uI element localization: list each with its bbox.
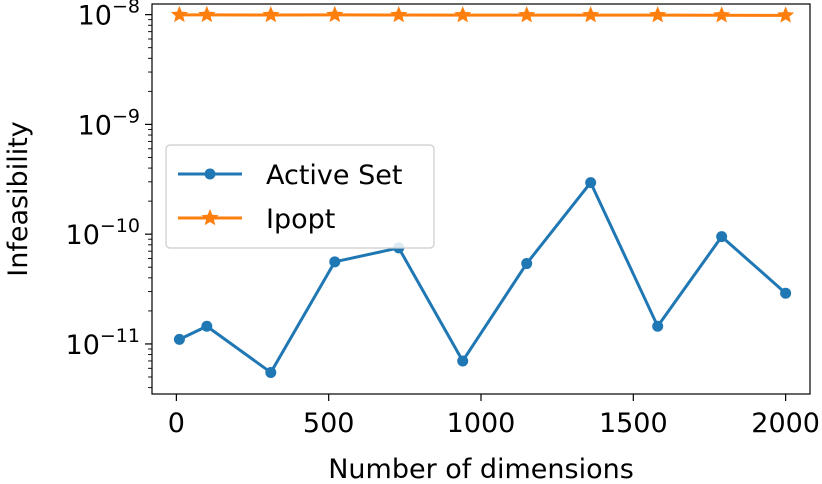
data-point-ipopt [390, 5, 408, 23]
data-point-ipopt [454, 6, 472, 23]
y-tick-label: 10−11 [66, 325, 140, 361]
ticks-layer: 0 500 1000 1500 2000 10−8 10−9 10−10 10−11 [66, 0, 820, 439]
plot-frame [151, 3, 811, 395]
y-tick-label: 10−10 [66, 215, 140, 251]
series-layer [170, 5, 795, 378]
data-point-active-set [173, 333, 185, 345]
data-point-active-set [201, 320, 213, 332]
data-point-active-set [457, 355, 469, 367]
data-point-ipopt [198, 5, 216, 23]
data-point-active-set [652, 320, 664, 332]
data-point-active-set [716, 231, 728, 243]
legend-label-ipopt: Ipopt [266, 204, 335, 235]
data-point-active-set [265, 366, 277, 378]
data-point-active-set [780, 287, 792, 299]
x-tick-label: 1500 [599, 408, 668, 439]
y-axis-label: Infeasibility [3, 121, 34, 277]
legend-box [165, 144, 435, 249]
x-tick-label: 500 [303, 408, 355, 439]
legend-label-active-set: Active Set [266, 160, 402, 191]
data-point-ipopt [326, 5, 344, 23]
legend: Active Set Ipopt [165, 144, 435, 249]
data-point-ipopt [582, 6, 600, 23]
x-tick-label: 0 [168, 408, 185, 439]
legend-marker-active-set [204, 168, 216, 180]
data-point-ipopt [649, 6, 667, 23]
data-point-ipopt [262, 6, 280, 23]
legend-marker-ipopt [201, 209, 219, 226]
data-point-ipopt [777, 6, 795, 23]
data-point-ipopt [170, 5, 188, 23]
data-point-active-set [329, 256, 341, 268]
data-point-active-set [521, 258, 533, 270]
y-tick-label: 10−8 [78, 0, 140, 32]
data-point-ipopt [713, 6, 731, 23]
y-tick-label: 10−9 [78, 105, 140, 141]
data-point-ipopt [518, 6, 536, 23]
x-tick-label: 2000 [751, 408, 820, 439]
x-tick-label: 1000 [447, 408, 516, 439]
x-axis-label: Number of dimensions [328, 454, 634, 484]
data-point-active-set [585, 177, 597, 189]
